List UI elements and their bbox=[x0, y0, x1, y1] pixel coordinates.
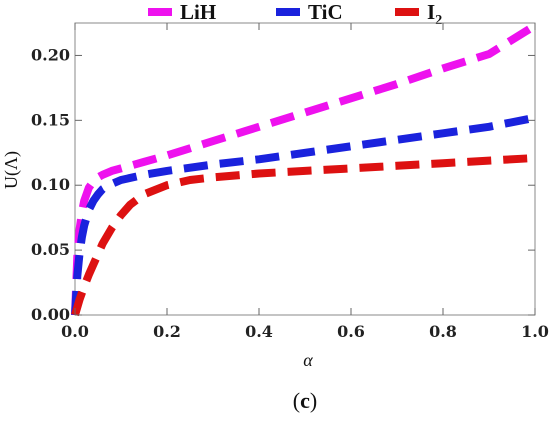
x-axis-label: α bbox=[303, 350, 313, 370]
legend-item: I2 bbox=[395, 0, 442, 28]
caption-letter: c bbox=[300, 388, 310, 413]
y-tick-label: 0.10 bbox=[31, 175, 70, 194]
x-tick-label: 0.0 bbox=[61, 322, 89, 341]
legend: LiH TiC I2 bbox=[148, 0, 442, 28]
legend-label-subscript: 2 bbox=[435, 13, 442, 28]
legend-label-main: LiH bbox=[180, 0, 216, 24]
series-line bbox=[71, 154, 536, 317]
y-tick-label: 0.05 bbox=[31, 240, 70, 259]
series-line bbox=[71, 22, 538, 316]
legend-label-main: TiC bbox=[308, 0, 343, 24]
figure-caption: (c) bbox=[293, 388, 317, 413]
y-tick-label: 0.00 bbox=[31, 305, 70, 324]
legend-label: LiH bbox=[180, 0, 216, 24]
x-tick-label: 1.0 bbox=[521, 322, 549, 341]
caption-close: ) bbox=[310, 388, 317, 413]
legend-label-main: I bbox=[427, 0, 435, 24]
legend-item: LiH bbox=[148, 0, 216, 24]
legend-label: TiC bbox=[308, 0, 343, 24]
x-tick-label: 0.2 bbox=[153, 322, 181, 341]
y-tick-label: 0.15 bbox=[31, 110, 70, 129]
x-tick-label: 0.8 bbox=[429, 322, 457, 341]
series-LiH bbox=[71, 22, 538, 316]
y-tick-label: 0.20 bbox=[31, 45, 70, 64]
plot-frame bbox=[74, 22, 536, 316]
series-TiC bbox=[71, 113, 536, 316]
caption-open: ( bbox=[293, 388, 300, 413]
legend-item: TiC bbox=[276, 0, 343, 24]
axis-ticks: 0.0 0.2 0.4 0.6 0.8 1.0 0.00 0.05 0.10 0.15 0.20 bbox=[31, 23, 549, 341]
series-line bbox=[71, 113, 536, 316]
x-tick-label: 0.4 bbox=[245, 322, 273, 341]
series-layer bbox=[71, 22, 538, 317]
legend-label: I2 bbox=[427, 0, 442, 28]
y-axis-label: U(Λ) bbox=[1, 151, 22, 189]
series-I2 bbox=[71, 154, 536, 317]
x-tick-label: 0.6 bbox=[337, 322, 365, 341]
